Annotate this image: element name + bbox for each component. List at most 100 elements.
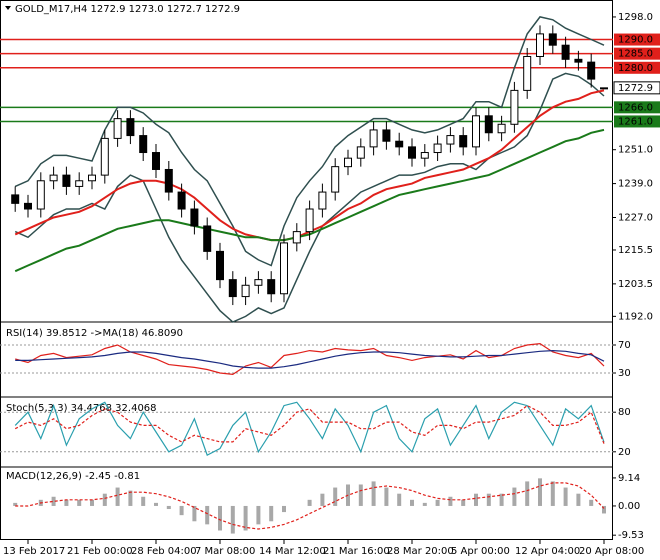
histogram-bar (512, 487, 517, 506)
level-label-box (614, 33, 660, 46)
candle-body (318, 191, 327, 210)
histogram-bar (384, 487, 389, 506)
candle-body (216, 250, 224, 281)
candle-body (433, 143, 442, 154)
histogram-bar (422, 502, 427, 506)
candle-body (356, 146, 365, 159)
candle-body (574, 58, 583, 63)
candle-body (292, 231, 301, 244)
histogram-bar (576, 493, 581, 506)
candle-body (561, 44, 570, 60)
candle-body (152, 152, 160, 170)
candle-body (536, 33, 544, 57)
candle-body (254, 279, 263, 286)
histogram-bar (90, 499, 94, 506)
indicator-line (14, 401, 605, 456)
x-tick-label: 21 Feb 00:00 (67, 546, 133, 557)
y-tick-label: 9.14 (618, 473, 640, 484)
y-tick-label: 80 (618, 407, 631, 418)
histogram-bar (269, 505, 274, 522)
candle-body (241, 284, 250, 298)
y-tick-label: 1203.5 (618, 279, 653, 290)
candle-body (446, 135, 455, 145)
histogram-bar (166, 505, 171, 510)
candle-body (280, 242, 288, 295)
candle-body (36, 180, 45, 210)
plot-frame (0, 0, 613, 540)
histogram-bar (563, 487, 568, 506)
x-tick-label: 14 Mar 12:00 (259, 546, 326, 557)
menu-arrow[interactable] (5, 6, 11, 10)
histogram-bar (141, 496, 146, 506)
candle-body (190, 208, 199, 227)
histogram-bar (333, 487, 338, 506)
pane-title: RSI(14) 39.8512 ->MA(18) 46.8090 (6, 328, 183, 339)
candle-body (382, 129, 391, 142)
candle-body (11, 194, 20, 204)
candle-body (331, 166, 340, 193)
x-tick-label: 28 Mar 20:00 (387, 546, 454, 557)
candle-body (548, 33, 557, 46)
price-label-box (613, 81, 660, 95)
candle-body (164, 168, 173, 193)
histogram-bar (115, 487, 120, 506)
candle-body (369, 129, 378, 148)
histogram-bar (461, 499, 466, 506)
pane-title: GOLD_M17,H4 1272.9 1273.0 1272.7 1272.9 (15, 4, 240, 15)
histogram-bar (256, 505, 261, 525)
histogram-bar (320, 493, 325, 506)
y-tick-label: 0.00 (618, 501, 640, 512)
candle-body (62, 174, 71, 187)
level-label-box (614, 47, 660, 60)
indicator-line (14, 72, 605, 323)
candle-body (459, 135, 468, 148)
x-tick-label: 13 Feb 2017 (3, 546, 65, 557)
histogram-bar (77, 499, 82, 506)
x-tick-label: 12 Apr 04:00 (515, 546, 580, 557)
y-tick-label: 20 (618, 447, 631, 458)
candle-body (203, 225, 212, 252)
candle-body (228, 279, 237, 298)
candle-body (472, 115, 480, 148)
histogram-bar (499, 493, 504, 506)
histogram-bar (410, 499, 414, 506)
y-tick-label: 70 (618, 340, 631, 351)
candle-body (113, 118, 122, 139)
x-tick-label: 21 Mar 16:00 (323, 546, 390, 557)
indicator-line (14, 404, 605, 444)
indicator-line (15, 342, 605, 376)
candle-body (126, 118, 135, 137)
indicator-line (15, 349, 605, 369)
histogram-bar (435, 499, 440, 506)
level-label-box (614, 115, 660, 128)
histogram-bar (538, 478, 542, 506)
candle-body (395, 140, 404, 148)
histogram-bar (448, 496, 453, 506)
histogram-bar (218, 505, 222, 531)
x-tick-label: 7 Mar 08:00 (195, 546, 255, 557)
histogram-bar (474, 493, 478, 506)
candle-body (267, 279, 276, 295)
x-tick-label: 20 Apr 08:00 (579, 546, 644, 557)
candle-body (100, 137, 109, 176)
candle-body (177, 191, 186, 210)
candle-body (497, 123, 506, 134)
pane-title: MACD(12,26,9) -2.45 -0.81 (6, 471, 140, 482)
histogram-bar (589, 499, 594, 506)
candle-body (49, 174, 58, 182)
y-tick-label: 1251.0 (618, 145, 653, 156)
histogram-bar (397, 493, 402, 506)
histogram-bar (13, 502, 18, 506)
level-label: 1285.0 (618, 49, 653, 60)
level-label: 1261.0 (618, 116, 653, 127)
candle-body (88, 174, 96, 182)
y-tick-label: 1192.0 (618, 311, 653, 322)
candle-body (484, 115, 493, 134)
current-price-label: 1272.9 (618, 83, 653, 94)
histogram-bar (307, 499, 312, 506)
candle-body (523, 55, 532, 91)
histogram-bar (371, 481, 376, 506)
histogram-bar (230, 505, 235, 534)
